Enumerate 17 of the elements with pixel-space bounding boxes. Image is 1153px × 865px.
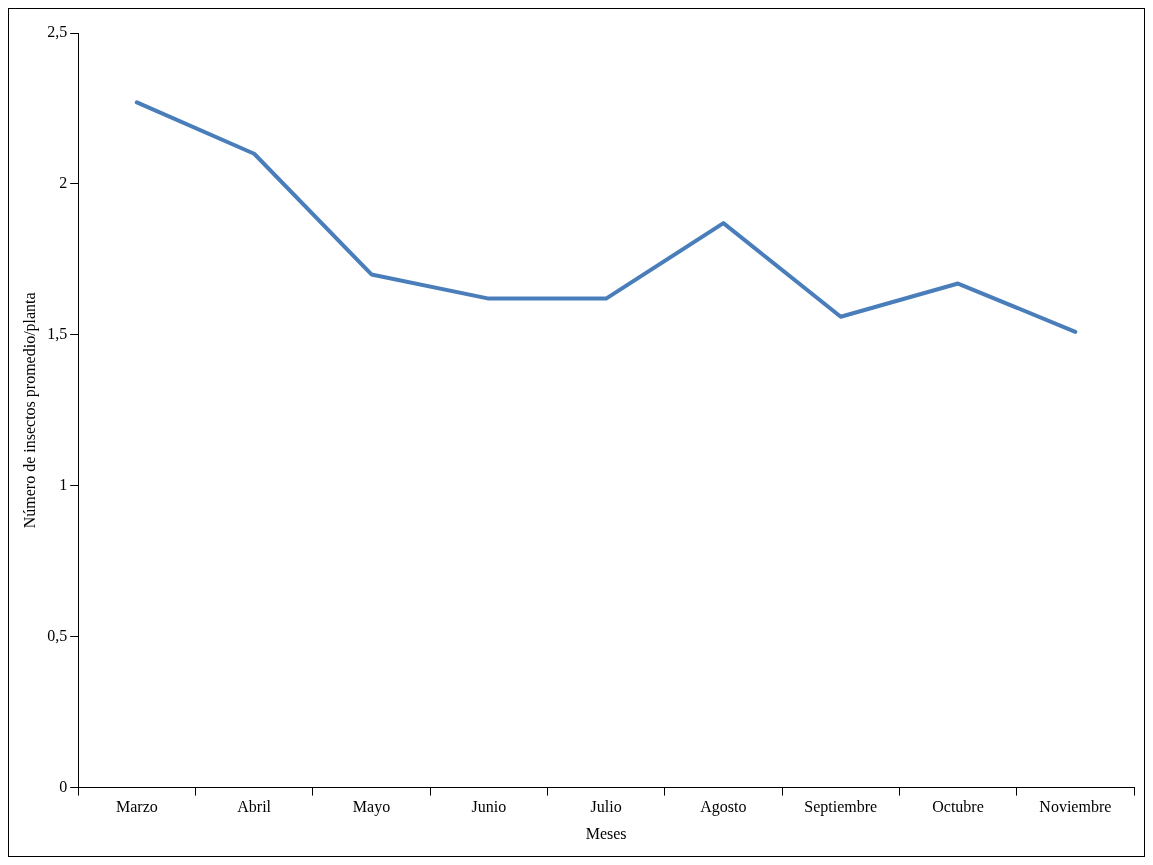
- x-tick-label: Marzo: [115, 798, 158, 816]
- x-axis-title: Meses: [585, 824, 627, 842]
- x-tick-label: Octubre: [932, 798, 984, 816]
- x-tick-label: Agosto: [700, 798, 747, 817]
- y-tick-label: 1: [59, 475, 68, 493]
- y-axis-title: Número de insectos promedio/planta: [20, 292, 39, 529]
- y-tick-label: 0,5: [47, 626, 68, 644]
- y-tick-label: 1,5: [47, 325, 68, 343]
- y-tick-label: 2,5: [47, 23, 68, 41]
- y-tick-label: 0: [59, 777, 68, 795]
- x-tick-label: Mayo: [352, 798, 391, 817]
- y-tick-label: 2: [59, 174, 68, 192]
- x-tick-label: Junio: [471, 798, 507, 816]
- x-tick-label: Noviembre: [1039, 798, 1112, 816]
- x-tick-label: Julio: [590, 798, 622, 816]
- x-tick-label: Septiembre: [804, 798, 878, 817]
- x-tick-label: Abril: [237, 798, 272, 816]
